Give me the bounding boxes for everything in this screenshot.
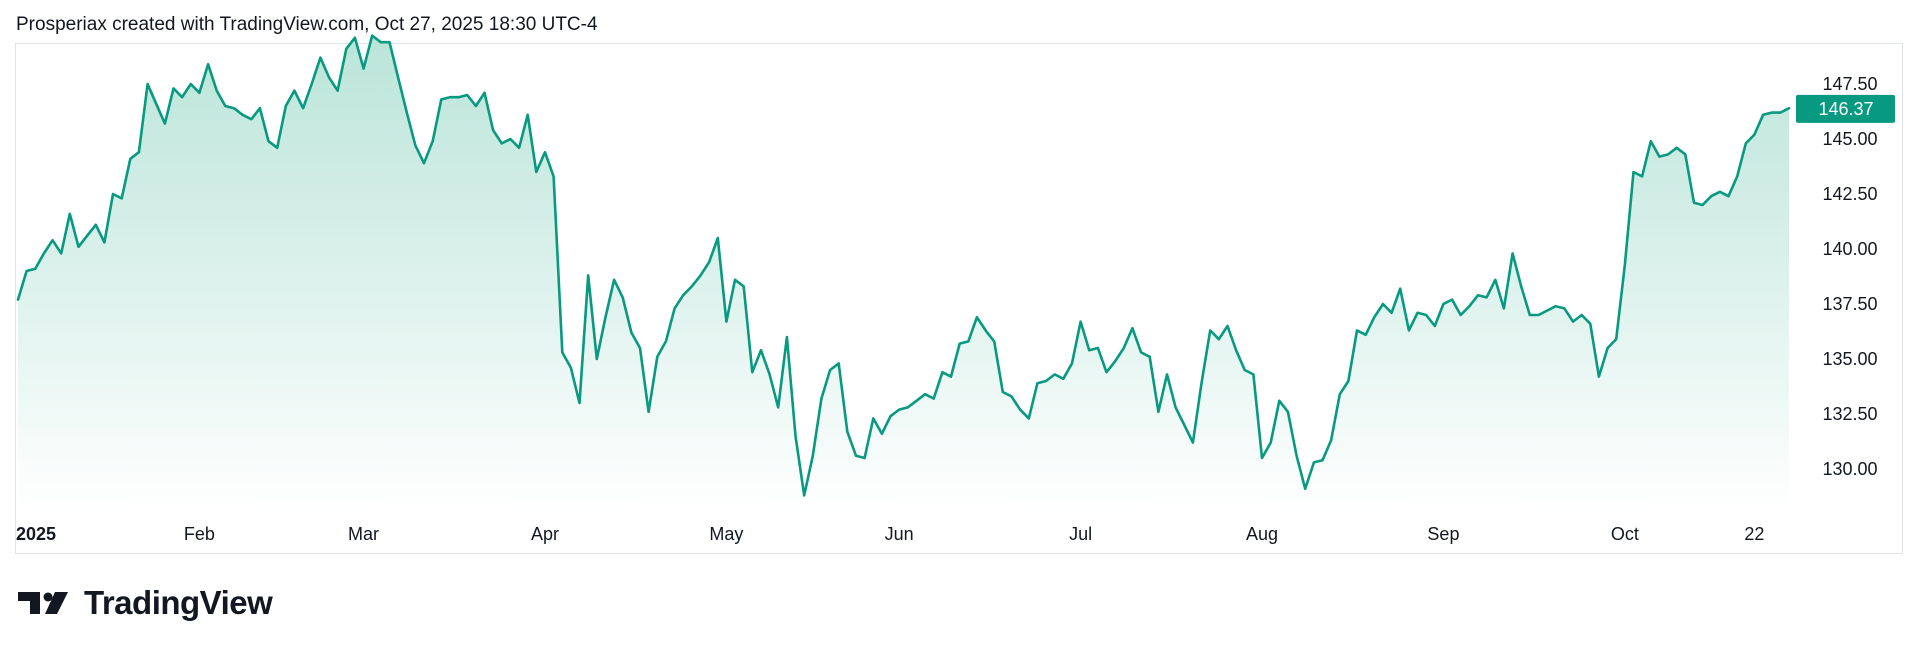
x-tick-label: Aug (1246, 524, 1278, 544)
price-chart[interactable]: 130.00 132.50 135.00 137.50 140.00 142.50 145.… (0, 0, 1920, 560)
last-price-tag: 146.37 (1796, 94, 1895, 123)
x-tick-label: 22 (1744, 524, 1764, 544)
x-tick-label: Jul (1069, 524, 1092, 544)
x-tick-label: Apr (531, 524, 559, 544)
chart-frame (15, 43, 1903, 554)
y-tick-label: 140.00 (1822, 239, 1877, 259)
x-tick-label: 2025 (16, 524, 56, 544)
y-tick-label: 135.00 (1822, 349, 1877, 369)
y-tick-label: 132.50 (1822, 404, 1877, 424)
x-tick-label: May (709, 524, 743, 544)
chart-caption: Prosperiax created with TradingView.com,… (16, 14, 598, 35)
price-line[interactable] (16, 34, 1791, 497)
price-area-fill (18, 35, 1789, 511)
x-tick-label: Jun (885, 524, 914, 544)
tradingview-logo-icon (18, 592, 68, 614)
y-tick-label: 142.50 (1822, 184, 1877, 204)
x-axis: 2025 Feb Mar Apr May Jun Jul Aug Sep Oct 22 (16, 524, 1764, 544)
y-tick-label: 137.50 (1822, 294, 1877, 314)
x-tick-label: Oct (1611, 524, 1639, 544)
y-tick-label: 145.00 (1822, 129, 1877, 149)
x-tick-label: Mar (348, 524, 379, 544)
last-price-background (1796, 94, 1895, 123)
y-tick-label: 130.00 (1822, 459, 1877, 479)
last-price-label: 146.37 (1818, 99, 1873, 119)
x-tick-label: Sep (1427, 524, 1459, 544)
x-tick-label: Feb (184, 524, 215, 544)
y-axis: 130.00 132.50 135.00 137.50 140.00 142.50 145.… (1822, 74, 1877, 479)
tradingview-logo-text: TradingView (84, 584, 273, 621)
tradingview-logo[interactable]: TradingView (18, 584, 273, 622)
y-tick-label: 147.50 (1822, 74, 1877, 94)
